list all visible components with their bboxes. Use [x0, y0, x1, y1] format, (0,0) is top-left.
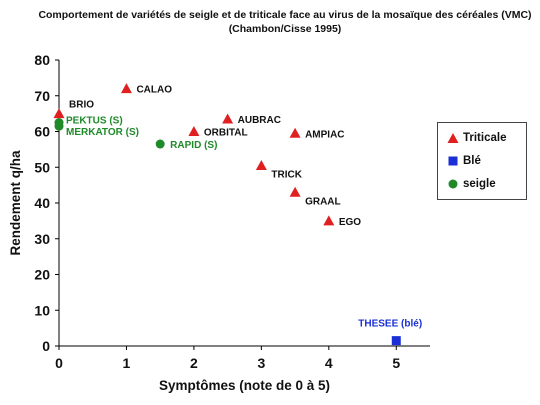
data-label: THESEE (blé) [358, 319, 422, 330]
data-point [54, 121, 64, 131]
y-tick-label: 40 [34, 195, 50, 211]
y-tick-label: 80 [34, 52, 50, 68]
data-point [222, 113, 234, 124]
x-tick-label: 4 [325, 355, 333, 371]
legend-item-seigle: seigle [446, 176, 496, 192]
legend-item-triticale: Triticale [446, 130, 506, 146]
y-tick-label: 60 [34, 124, 50, 140]
y-tick-label: 30 [34, 231, 50, 247]
x-tick-label: 2 [190, 355, 198, 371]
legend-label: seigle [463, 178, 496, 190]
data-label: MERKATOR (S) [66, 127, 139, 138]
data-point [120, 83, 132, 94]
data-label: RAPID (S) [170, 140, 217, 151]
data-label: TRICK [271, 169, 302, 180]
x-tick-label: 5 [392, 355, 400, 371]
data-point [391, 336, 401, 346]
data-point [289, 127, 301, 138]
data-label: ORBITAL [204, 128, 248, 139]
data-label: AUBRAC [238, 115, 281, 126]
x-tick-label: 3 [257, 355, 265, 371]
y-tick-label: 50 [34, 159, 50, 175]
data-point [188, 126, 200, 136]
y-tick-label: 0 [42, 338, 50, 354]
data-point [323, 215, 335, 226]
legend-item-ble: Blé [446, 153, 481, 169]
data-label: BRIO [69, 100, 94, 111]
data-label: AMPIAC [305, 129, 344, 140]
x-tick-label: 0 [55, 355, 63, 371]
y-axis-label: Rendement q/ha [8, 150, 23, 256]
legend-label: Blé [463, 155, 481, 167]
data-label: PEKTUS (S) [66, 116, 123, 127]
legend-label: Triticale [463, 132, 507, 144]
chart-title: Comportement de variétés de seigle et de… [30, 8, 540, 36]
circle-marker-icon [446, 177, 460, 191]
data-point [255, 159, 267, 170]
x-tick-label: 1 [123, 355, 131, 371]
data-point [155, 139, 165, 149]
data-point [289, 186, 301, 197]
triangle-marker-icon [446, 131, 460, 145]
chart-title-line1: Comportement de variétés de seigle et de… [38, 9, 532, 21]
square-marker-icon [446, 154, 460, 168]
data-point [53, 108, 65, 119]
data-label: CALAO [136, 85, 172, 96]
y-tick-label: 70 [34, 88, 50, 104]
data-label: EGO [339, 217, 361, 228]
y-tick-label: 10 [34, 302, 50, 318]
x-axis-label: Symptômes (note de 0 à 5) [159, 378, 330, 393]
data-label: GRAAL [305, 196, 341, 207]
chart-title-line2: (Chambon/Cisse 1995) [228, 23, 342, 35]
legend: Triticale Blé seigle [437, 122, 527, 200]
y-tick-label: 20 [34, 267, 50, 283]
